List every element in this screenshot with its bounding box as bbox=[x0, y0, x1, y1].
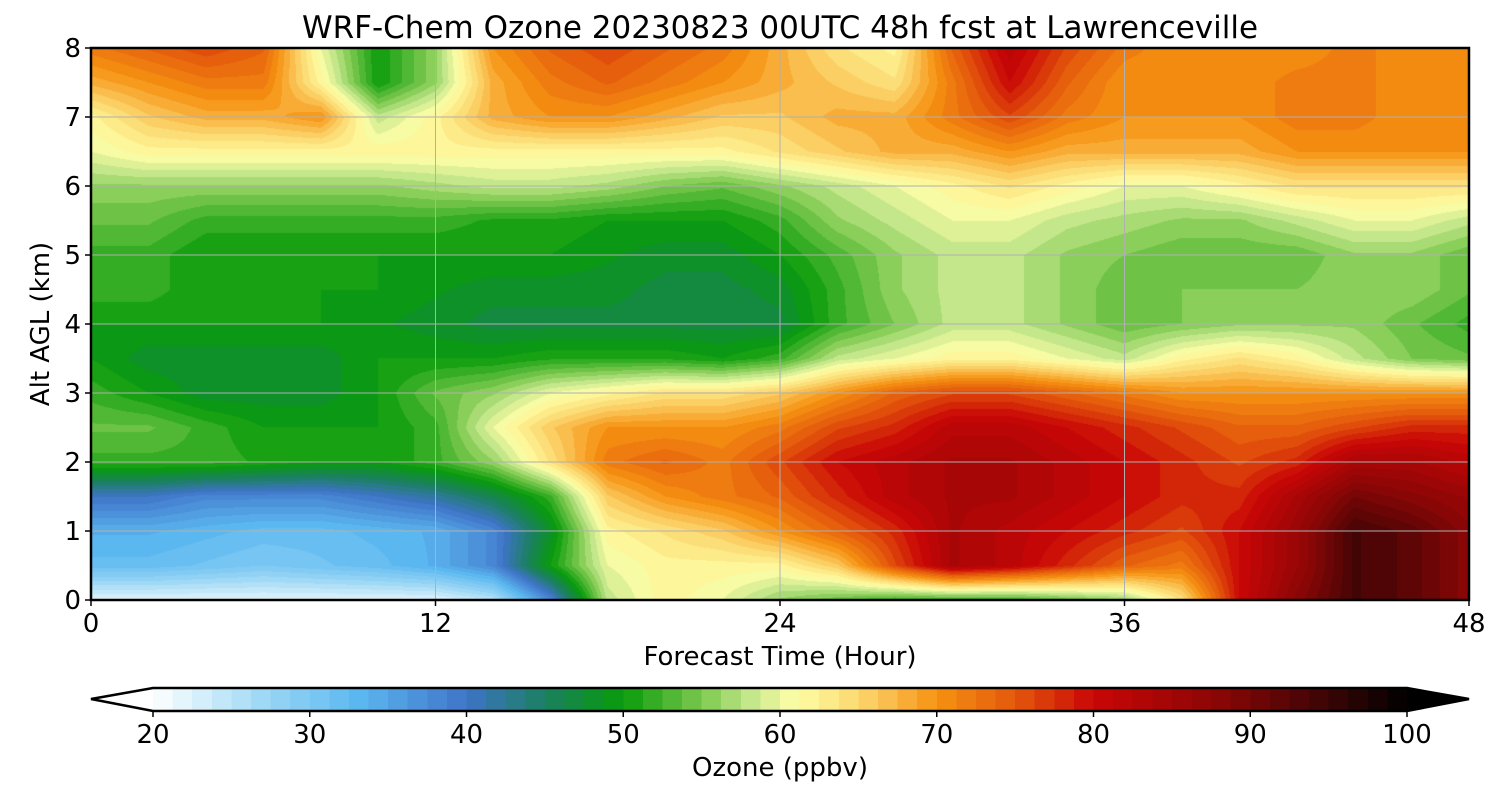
colorbar-tick-label: 50 bbox=[607, 720, 640, 750]
y-tick-label: 8 bbox=[64, 34, 81, 64]
y-axis: 0 1 2 3 4 5 6 7 8 bbox=[64, 34, 91, 616]
y-tick-label: 7 bbox=[64, 103, 81, 133]
colorbar-tick-label: 100 bbox=[1382, 720, 1432, 750]
y-tick-label: 0 bbox=[64, 586, 81, 616]
y-tick-label: 2 bbox=[64, 448, 81, 478]
x-axis-label: Forecast Time (Hour) bbox=[643, 642, 916, 672]
x-tick-label: 0 bbox=[83, 609, 100, 639]
colorbar-extend-high bbox=[1407, 688, 1469, 711]
plot-area bbox=[89, 46, 1471, 602]
colorbar-label: Ozone (ppbv) bbox=[692, 753, 868, 783]
y-axis-label: Alt AGL (km) bbox=[26, 242, 56, 406]
colorbar: 20 30 40 50 60 70 80 90 100 Ozone (ppbv) bbox=[90, 686, 1470, 783]
y-tick-label: 6 bbox=[64, 172, 81, 202]
colorbar-tick-label: 90 bbox=[1234, 720, 1267, 750]
grid-lines bbox=[91, 48, 1469, 600]
colorbar-tick-label: 30 bbox=[293, 720, 326, 750]
x-tick-label: 48 bbox=[1452, 609, 1485, 639]
chart-title: WRF-Chem Ozone 20230823 00UTC 48h fcst a… bbox=[302, 10, 1258, 46]
x-tick-label: 12 bbox=[419, 609, 452, 639]
colorbar-ticks: 20 30 40 50 60 70 80 90 100 bbox=[136, 711, 1432, 750]
colorbar-extend-low bbox=[91, 688, 153, 711]
colorbar-tick-label: 80 bbox=[1077, 720, 1110, 750]
y-tick-label: 1 bbox=[64, 517, 81, 547]
x-axis: 0 12 24 36 48 bbox=[83, 600, 1486, 639]
y-tick-label: 3 bbox=[64, 379, 81, 409]
colorbar-tick-label: 60 bbox=[763, 720, 796, 750]
y-tick-label: 4 bbox=[64, 310, 81, 340]
colorbar-tick-label: 20 bbox=[136, 720, 169, 750]
colorbar-tick-label: 40 bbox=[450, 720, 483, 750]
x-tick-label: 36 bbox=[1108, 609, 1141, 639]
colorbar-gradient bbox=[153, 688, 1407, 711]
colorbar-tick-label: 70 bbox=[920, 720, 953, 750]
y-tick-label: 5 bbox=[64, 241, 81, 271]
x-tick-label: 24 bbox=[763, 609, 796, 639]
